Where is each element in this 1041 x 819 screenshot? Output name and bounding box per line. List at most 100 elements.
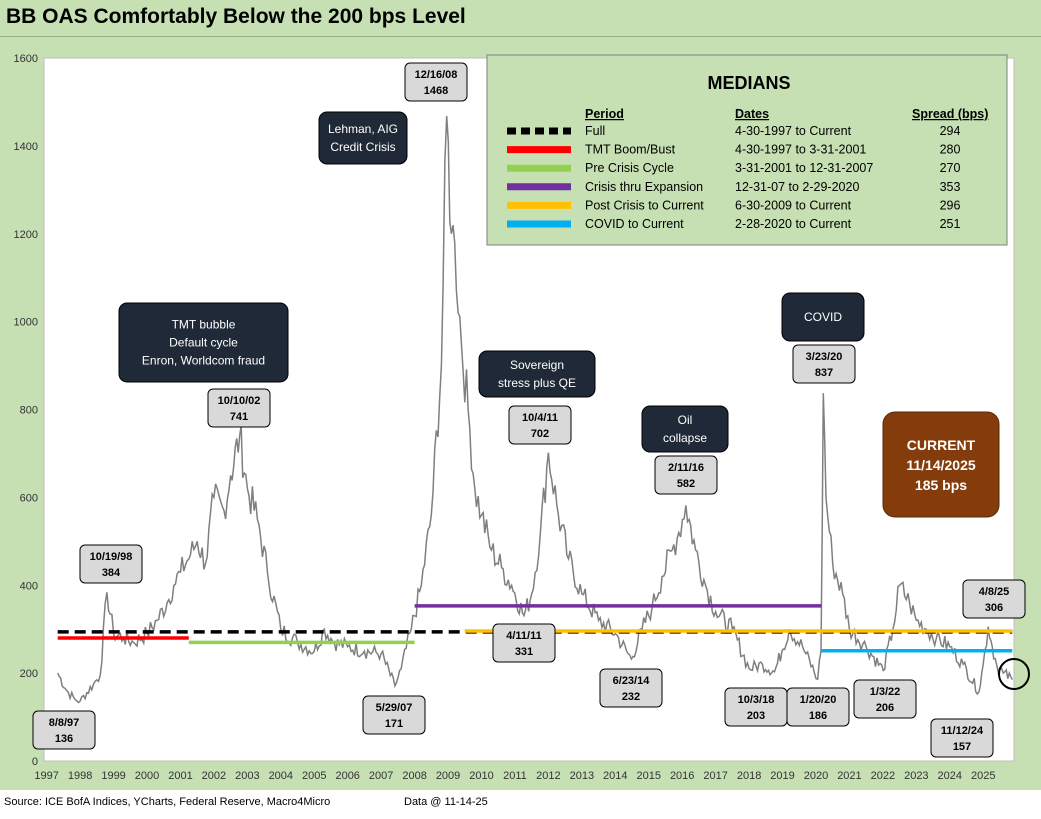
x-tick-label: 2002 xyxy=(202,770,226,782)
point-callout-box xyxy=(786,687,850,727)
legend-dates: 6-30-2009 to Current xyxy=(735,198,852,212)
point-callout: 8/8/97 136 xyxy=(32,710,96,750)
y-tick-label: 1000 xyxy=(14,317,38,329)
x-tick-label: 2014 xyxy=(603,770,627,782)
point-callout-box xyxy=(853,679,917,719)
point-callout-box xyxy=(962,579,1026,619)
x-tick-label: 2024 xyxy=(938,770,962,782)
x-tick-label: 2000 xyxy=(135,770,159,782)
point-callout-box xyxy=(599,668,663,708)
point-callout-text: 12/16/08 xyxy=(415,69,458,81)
point-callout-text: 10/3/18 xyxy=(738,694,775,706)
point-callout-box xyxy=(492,623,556,663)
x-tick-label: 2004 xyxy=(269,770,293,782)
x-tick-label: 2023 xyxy=(904,770,928,782)
point-callout: 4/8/25 306 xyxy=(962,579,1026,619)
current-date: 11/14/2025 xyxy=(906,457,976,473)
point-callout-text: 4/11/11 xyxy=(506,630,542,642)
point-callout-text: 582 xyxy=(677,478,695,490)
point-callout-box xyxy=(404,62,468,102)
legend-period: Post Crisis to Current xyxy=(585,198,704,212)
point-callout: 10/3/18 203 xyxy=(724,687,788,727)
annotation-box-text: TMT bubble xyxy=(172,318,236,332)
x-tick-label: 1998 xyxy=(68,770,92,782)
point-callout-text: 171 xyxy=(385,718,403,730)
x-tick-label: 2001 xyxy=(168,770,192,782)
annotation-box-box xyxy=(781,292,865,342)
point-callout-text: 306 xyxy=(985,602,1003,614)
legend-period: COVID to Current xyxy=(585,217,684,231)
point-callout-box xyxy=(79,544,143,584)
point-callout-text: 6/23/14 xyxy=(613,675,651,687)
annotation-box-box xyxy=(478,350,596,398)
current-box: CURRENT 11/14/2025 185 bps xyxy=(882,411,1000,518)
point-callout-text: 203 xyxy=(747,710,765,722)
point-callout-text: 384 xyxy=(102,567,121,579)
annotation-box: Oil collapse xyxy=(641,405,729,453)
x-tick-label: 2009 xyxy=(436,770,460,782)
legend-dates: 4-30-1997 to Current xyxy=(735,124,852,138)
point-callout: 1/3/22 206 xyxy=(853,679,917,719)
x-tick-label: 2018 xyxy=(737,770,761,782)
point-callout-box xyxy=(792,344,856,384)
x-tick-label: 2017 xyxy=(703,770,727,782)
medians-header-spread: Spread (bps) xyxy=(912,107,988,121)
x-tick-label: 2022 xyxy=(871,770,895,782)
point-callout-text: 1/3/22 xyxy=(870,686,901,698)
point-callout: 5/29/07 171 xyxy=(362,695,426,735)
annotation-box-text: Oil xyxy=(678,413,693,427)
point-callout-text: 206 xyxy=(876,702,894,714)
annotation-box-box xyxy=(118,302,289,383)
point-callout-text: 5/29/07 xyxy=(376,702,413,714)
point-callout: 1/20/20 186 xyxy=(786,687,850,727)
x-tick-label: 2006 xyxy=(335,770,359,782)
annotation-box-box xyxy=(641,405,729,453)
point-callout: 4/11/11 331 xyxy=(492,623,556,663)
current-marker-circle xyxy=(998,658,1030,690)
annotation-box: COVID xyxy=(781,292,865,342)
y-tick-label: 0 xyxy=(32,756,38,768)
point-callout: 10/19/98 384 xyxy=(79,544,143,584)
point-callout-text: 1/20/20 xyxy=(800,694,837,706)
y-tick-label: 200 xyxy=(20,668,38,680)
point-callout-box xyxy=(207,388,271,428)
legend-period: Full xyxy=(585,124,605,138)
legend-spread: 294 xyxy=(940,124,961,138)
x-tick-label: 2008 xyxy=(402,770,426,782)
point-callout: 3/23/20 837 xyxy=(792,344,856,384)
current-box-rect xyxy=(882,411,1000,518)
annotation-box: Lehman, AIG Credit Crisis xyxy=(318,111,408,165)
annotation-box-text: Sovereign xyxy=(510,358,564,372)
point-callout-text: 331 xyxy=(515,646,533,658)
y-tick-label: 1400 xyxy=(14,141,38,153)
legend-spread: 353 xyxy=(940,180,961,194)
legend-dates: 4-30-1997 to 3-31-2001 xyxy=(735,143,866,157)
point-callout-text: 11/12/24 xyxy=(941,725,984,737)
chart-title: BB OAS Comfortably Below the 200 bps Lev… xyxy=(6,5,466,28)
x-tick-label: 2011 xyxy=(503,770,527,782)
point-callout-text: 1468 xyxy=(424,85,448,97)
point-callout-text: 157 xyxy=(953,741,971,753)
point-callout-text: 10/4/11 xyxy=(522,412,558,424)
annotation-box: Sovereign stress plus QE xyxy=(478,350,596,398)
chart-svg: 0 200 400 600 800 1000 1200 1400 1600 1997 1998 199… xyxy=(14,53,1030,782)
point-callout-text: 741 xyxy=(230,411,248,423)
legend-dates: 2-28-2020 to Current xyxy=(735,217,852,231)
data-date-note: Data @ 11-14-25 xyxy=(404,796,488,808)
x-tick-label: 1997 xyxy=(34,770,58,782)
x-tick-label: 2016 xyxy=(670,770,694,782)
source-note: Source: ICE BofA Indices, YCharts, Feder… xyxy=(4,796,331,808)
legend-spread: 270 xyxy=(940,161,961,175)
point-callout-box xyxy=(32,710,96,750)
annotation-box-text: Lehman, AIG xyxy=(328,122,398,136)
point-callout-text: 837 xyxy=(815,367,833,379)
point-callout-text: 186 xyxy=(809,710,827,722)
medians-legend-box xyxy=(486,54,1008,246)
point-callout: 6/23/14 232 xyxy=(599,668,663,708)
x-tick-label: 2012 xyxy=(536,770,560,782)
point-callout-text: 702 xyxy=(531,428,549,440)
legend-dates: 3-31-2001 to 12-31-2007 xyxy=(735,161,873,175)
x-tick-label: 2005 xyxy=(302,770,326,782)
x-tick-label: 1999 xyxy=(101,770,125,782)
